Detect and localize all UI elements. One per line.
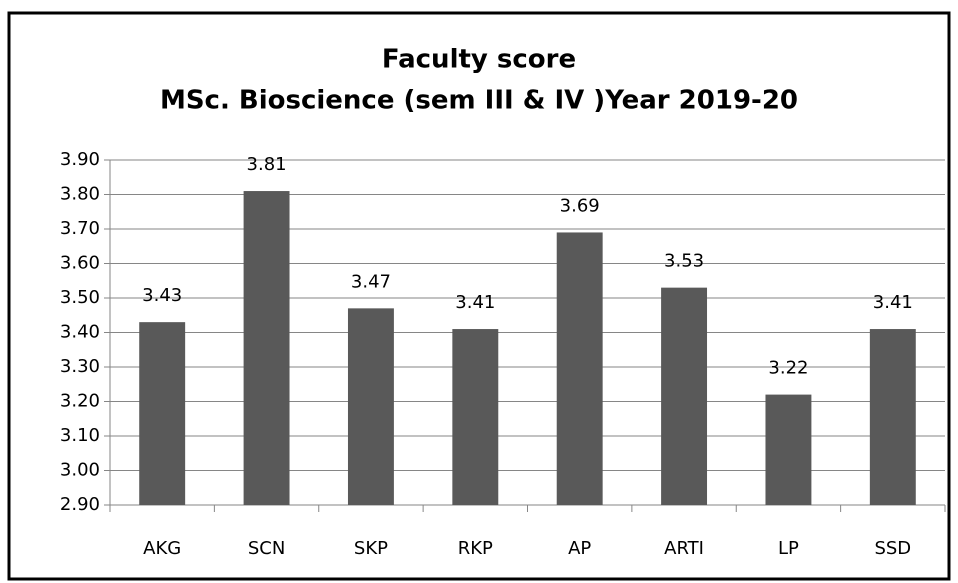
x-tick-label: AP — [568, 538, 591, 559]
x-tick-label: AKG — [143, 538, 181, 559]
data-label: 3.41 — [455, 292, 495, 313]
bar — [347, 308, 394, 505]
y-tick-label: 3.60 — [60, 253, 100, 274]
y-tick-label: 3.70 — [60, 218, 100, 239]
chart-subtitle: MSc. Bioscience (sem III & IV )Year 2019… — [160, 86, 798, 116]
x-tick-label: ARTI — [664, 538, 704, 559]
bar — [243, 191, 290, 506]
bar — [869, 329, 916, 505]
x-tick-label: SSD — [874, 538, 911, 559]
data-label: 3.81 — [247, 154, 287, 175]
bar — [452, 329, 499, 505]
x-tick-label: LP — [778, 538, 799, 559]
y-tick-label: 3.50 — [60, 287, 100, 308]
bar — [556, 232, 603, 505]
bar — [765, 394, 812, 505]
y-tick-label: 3.30 — [60, 356, 100, 377]
bar — [139, 322, 186, 505]
data-label: 3.43 — [142, 285, 182, 306]
x-tick-label: SKP — [354, 538, 388, 559]
data-label: 3.53 — [664, 251, 704, 272]
y-tick-label: 3.40 — [60, 322, 100, 343]
y-tick-label: 3.90 — [60, 149, 100, 170]
data-label: 3.22 — [768, 358, 808, 379]
bar — [661, 287, 708, 505]
x-tick-label: RKP — [458, 538, 493, 559]
y-tick-label: 3.80 — [60, 184, 100, 205]
chart-title: Faculty score — [382, 45, 576, 75]
data-label: 3.47 — [351, 271, 391, 292]
y-tick-label: 2.90 — [60, 494, 100, 515]
y-tick-label: 3.00 — [60, 460, 100, 481]
x-tick-label: SCN — [248, 538, 285, 559]
y-tick-label: 3.20 — [60, 391, 100, 412]
data-label: 3.41 — [873, 292, 913, 313]
y-tick-label: 3.10 — [60, 425, 100, 446]
data-label: 3.69 — [560, 195, 600, 216]
